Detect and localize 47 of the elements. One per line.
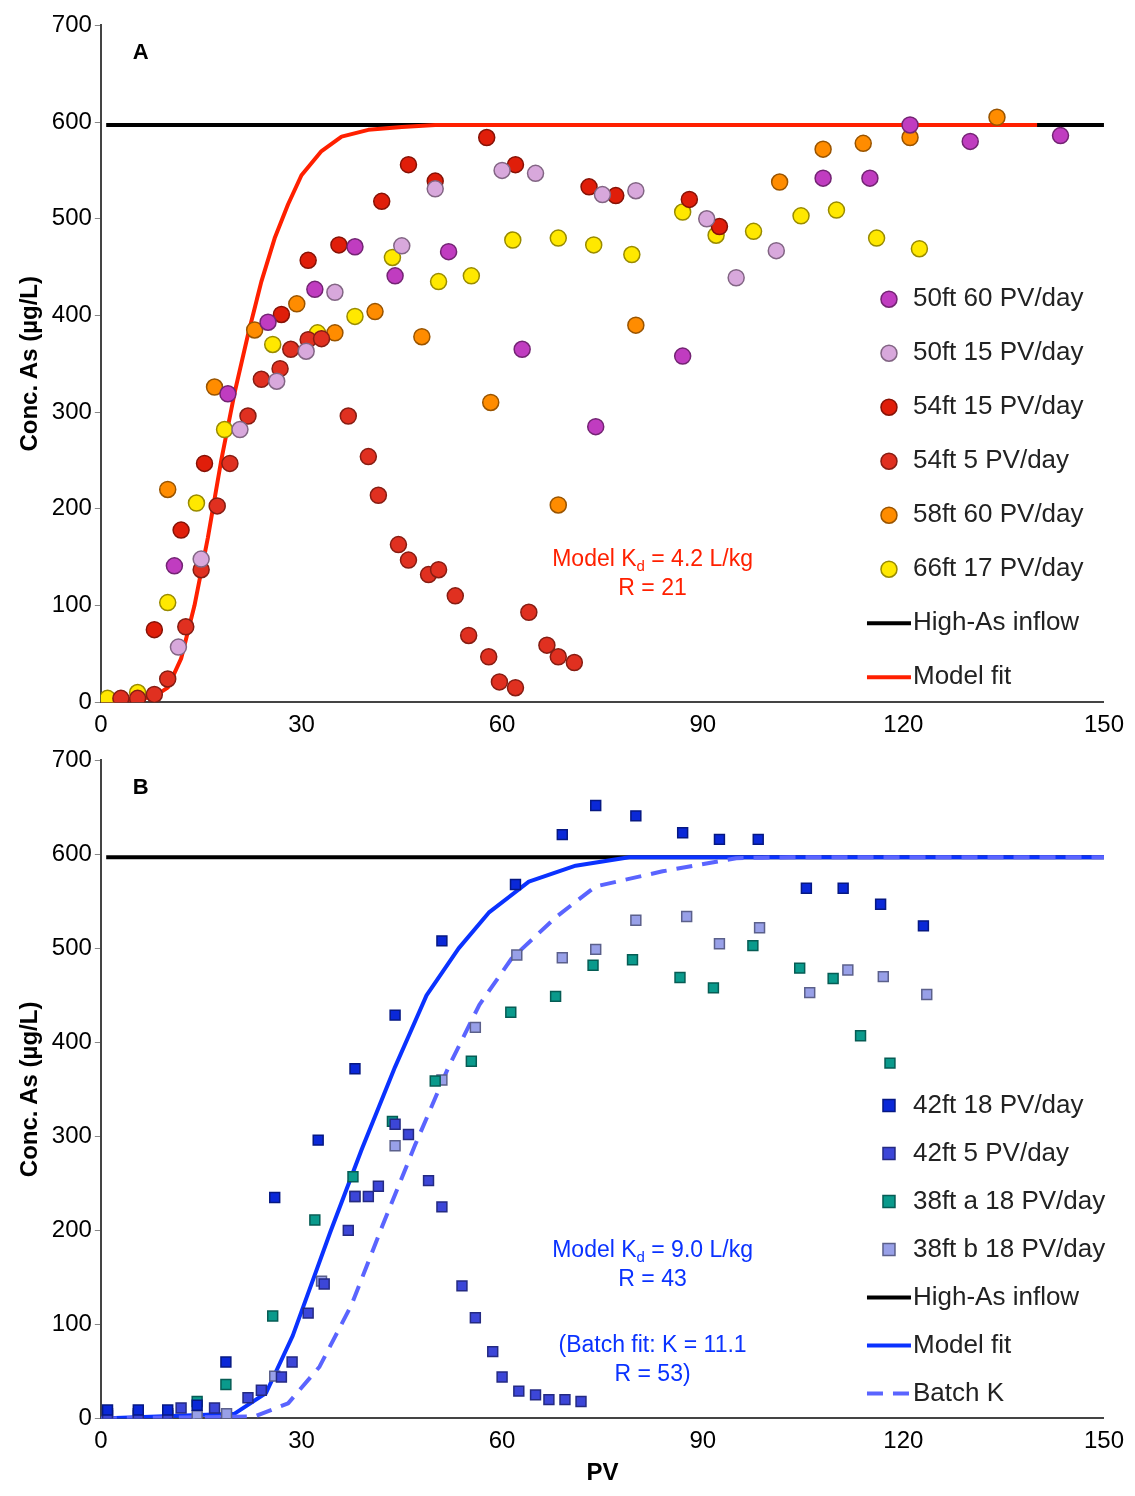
- x-tick-label: 30: [288, 710, 315, 738]
- legend-label: 38ft b 18 PV/day: [912, 1232, 1106, 1263]
- x-tick-label: 120: [883, 710, 924, 738]
- legend-label: 42ft 5 PV/day: [912, 1136, 1070, 1167]
- x-tick-label: 60: [488, 1426, 516, 1454]
- text: A: [132, 39, 149, 65]
- x-axis-title: PV: [586, 1458, 619, 1486]
- y-tick-label: 400: [51, 300, 92, 328]
- y-tick-label: 300: [51, 1121, 92, 1149]
- x-tick-label: 90: [689, 1426, 717, 1454]
- legend-label: 54ft 15 PV/day: [912, 390, 1084, 421]
- x-tick-label: 30: [288, 1426, 315, 1454]
- legend-label: 38ft a 18 PV/day: [912, 1184, 1106, 1215]
- y-tick-label: 0: [78, 686, 92, 714]
- y-tick-label: 700: [51, 745, 92, 773]
- legend-label: 50ft 15 PV/day: [912, 336, 1084, 367]
- y-tick-label: 200: [51, 1215, 92, 1243]
- legend-label: Model fit: [912, 1328, 1013, 1359]
- legend-label: 54ft 5 PV/day: [912, 444, 1070, 475]
- y-tick-label: 0: [78, 1403, 92, 1431]
- legend-label: 66ft 17 PV/day: [912, 552, 1084, 583]
- y-tick-label: 400: [51, 1027, 92, 1055]
- y-axis-title: Conc. As (µg/L): [15, 276, 43, 452]
- y-tick-label: 200: [51, 493, 92, 521]
- x-tick-label: 120: [883, 1426, 924, 1454]
- legend-label: 58ft 60 PV/day: [912, 498, 1084, 529]
- y-tick-label: 600: [51, 839, 92, 867]
- y-tick-label: 100: [51, 1309, 92, 1337]
- annotation: (Batch fit: K = 11.1 R = 53): [558, 1331, 747, 1387]
- legend-label: High-As inflow: [912, 1280, 1080, 1311]
- text: B: [132, 774, 149, 800]
- y-tick-label: 500: [51, 203, 92, 231]
- x-tick-label: 90: [689, 710, 717, 738]
- x-tick-label: 60: [488, 710, 516, 738]
- y-tick-label: 700: [51, 10, 92, 38]
- y-axis-title: Conc. As (µg/L): [15, 1001, 43, 1178]
- x-tick-label: 150: [1083, 1426, 1124, 1454]
- legend-label: High-As inflow: [912, 606, 1080, 637]
- y-tick-label: 500: [51, 933, 92, 961]
- y-tick-label: 600: [51, 106, 92, 134]
- legend-label: Model fit: [912, 660, 1013, 691]
- legend-label: 50ft 60 PV/day: [912, 282, 1084, 313]
- legend-label: 42ft 18 PV/day: [912, 1088, 1084, 1119]
- y-tick-label: 300: [51, 396, 92, 424]
- y-tick-label: 100: [51, 590, 92, 618]
- x-tick-label: 150: [1083, 710, 1124, 738]
- legend-label: Batch K: [912, 1376, 1005, 1407]
